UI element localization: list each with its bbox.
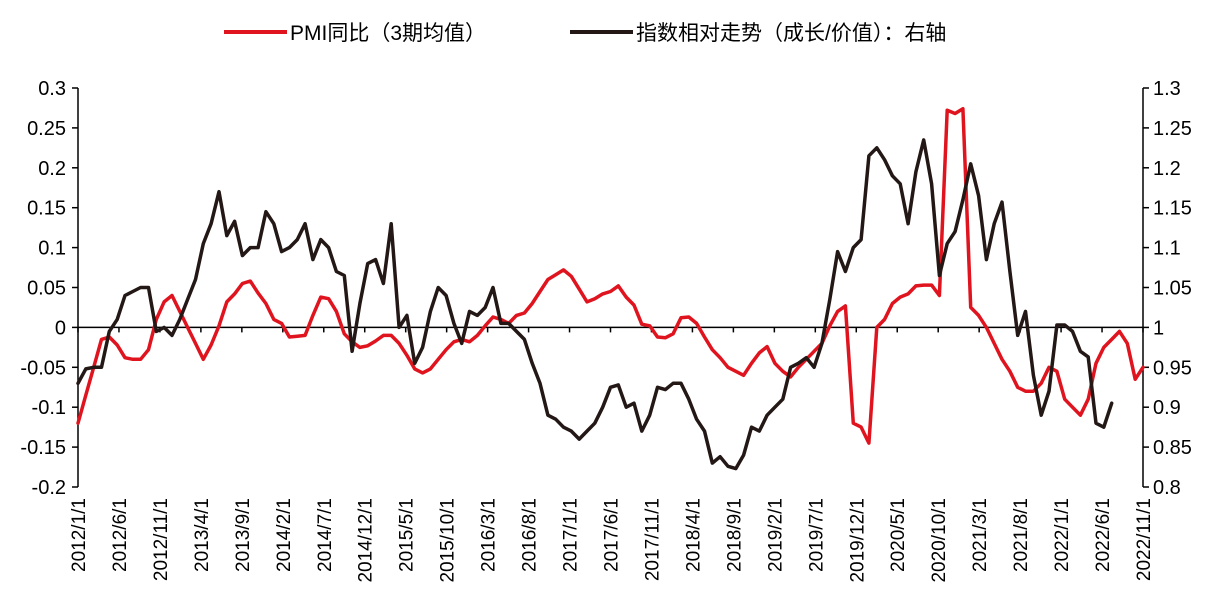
series-line-pmi: [76, 106, 1145, 445]
x-tick-label: 2013/9/1: [233, 498, 254, 572]
x-tick-label: 2012/11/1: [151, 498, 172, 581]
left-tick-label: 0.15: [27, 198, 66, 220]
right-tick-label: 1: [1153, 317, 1164, 339]
right-tick-label: 0.8: [1153, 477, 1181, 499]
right-tick-label: 1.05: [1153, 278, 1192, 300]
x-tick-label: 2015/10/1: [438, 498, 459, 583]
left-tick-label: 0: [55, 317, 66, 339]
x-tick-label: 2017/11/1: [642, 498, 663, 581]
x-tick-label: 2014/12/1: [356, 498, 377, 583]
legend-label-pmi: PMI同比（3期均值）: [290, 22, 486, 45]
left-tick-label: -0.2: [32, 477, 66, 499]
x-tick-label: 2020/10/1: [929, 498, 950, 583]
right-tick-label: 1.2: [1153, 158, 1181, 180]
left-tick-label: -0.1: [32, 397, 66, 419]
x-tick-label: 2022/6/1: [1093, 498, 1114, 572]
x-tick-label: 2017/6/1: [602, 498, 623, 572]
right-tick-label: 0.95: [1153, 357, 1192, 379]
right-tick-label: 1.15: [1153, 198, 1192, 220]
x-tick-label: 2019/7/1: [806, 498, 827, 572]
series-line-ratio: [76, 138, 1114, 471]
x-tick-label: 2016/8/1: [520, 498, 541, 572]
left-tick-label: 0.1: [38, 238, 66, 260]
x-tick-label: 2017/1/1: [561, 498, 582, 572]
right-tick-label: 1.25: [1153, 118, 1192, 140]
x-tick-label: 2013/4/1: [192, 498, 213, 572]
x-tick-label: 2014/7/1: [315, 498, 336, 572]
legend-label-ratio: 指数相对走势（成长/价值）：右轴: [636, 22, 946, 45]
x-tick-label: 2021/8/1: [1011, 498, 1032, 572]
left-tick-label: 0.2: [38, 158, 66, 180]
x-tick-label: 2022/11/1: [1134, 498, 1155, 581]
x-tick-label: 2020/5/1: [888, 498, 909, 572]
x-tick-label: 2018/9/1: [724, 498, 745, 572]
right-tick-label: 0.85: [1153, 437, 1192, 459]
left-tick-label: 0.25: [27, 118, 66, 140]
legend: PMI同比（3期均值） 指数相对走势（成长/价值）：右轴: [224, 22, 946, 45]
x-tick-label: 2012/6/1: [110, 498, 131, 572]
series-lines: [76, 106, 1145, 471]
right-tick-label: 1.1: [1153, 238, 1181, 260]
left-tick-label: -0.15: [20, 437, 66, 459]
left-tick-label: 0.05: [27, 278, 66, 300]
x-tick-label: 2022/1/1: [1052, 498, 1073, 572]
x-tick-label: 2018/4/1: [683, 498, 704, 572]
x-tick-label: 2015/5/1: [397, 498, 418, 572]
axes: 0.3 0.25 0.2 0.15 0.1 0.05 0 -0.05 -0.1 -0.15 -0.2…: [20, 78, 1192, 583]
x-tick-label: 2019/12/1: [847, 498, 868, 583]
x-tick-label: 2012/1/1: [69, 498, 90, 572]
left-tick-label: -0.05: [20, 357, 66, 379]
x-tick-label: 2019/2/1: [765, 498, 786, 572]
right-tick-label: 1.3: [1153, 78, 1181, 100]
left-tick-label: 0.3: [38, 78, 66, 100]
x-tick-label: 2016/3/1: [479, 498, 500, 572]
x-tick-label: 2014/2/1: [274, 498, 295, 572]
right-tick-label: 0.9: [1153, 397, 1181, 419]
x-tick-label: 2021/3/1: [970, 498, 991, 572]
